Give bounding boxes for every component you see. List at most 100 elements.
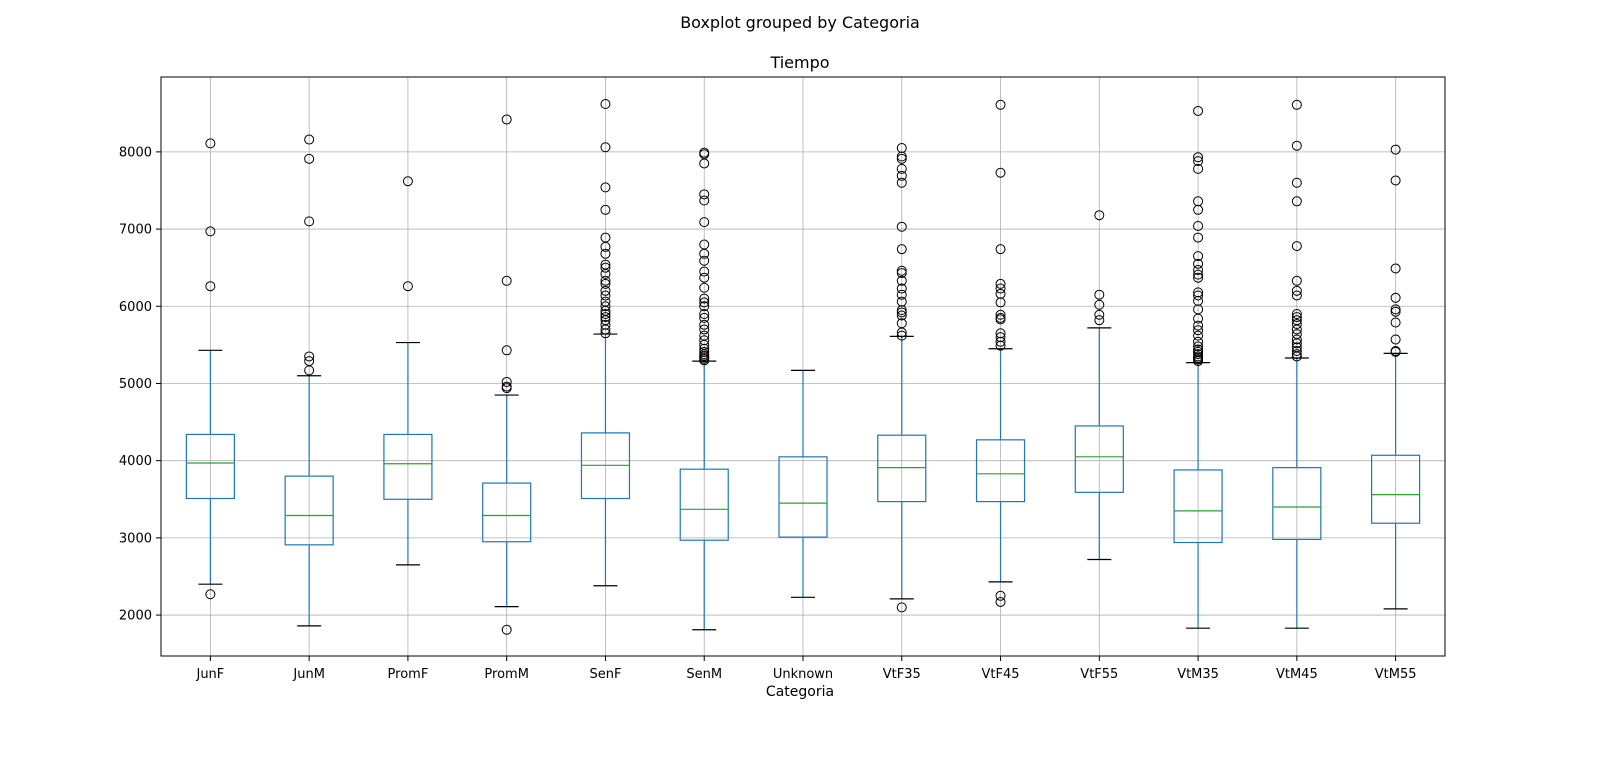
flier-point	[501, 376, 512, 387]
box-JunF	[185, 138, 235, 600]
flier-point	[995, 244, 1006, 255]
flier-point	[1291, 99, 1302, 110]
flier-point	[600, 285, 611, 296]
flier-point	[1193, 325, 1204, 336]
y-tick-label: 3000	[119, 531, 152, 546]
flier-point	[896, 265, 907, 276]
flier-point	[1390, 346, 1401, 357]
flier-point	[1291, 290, 1302, 301]
flier-point	[1193, 290, 1204, 301]
flier-point	[1193, 258, 1204, 269]
flier-point	[995, 312, 1006, 323]
flier-point	[699, 346, 710, 357]
box-VtF45	[975, 99, 1026, 607]
y-tick-label: 7000	[119, 223, 152, 238]
flier-point	[304, 351, 315, 362]
flier-point	[995, 340, 1006, 351]
flier-point	[896, 177, 907, 188]
flier-point	[1193, 341, 1204, 352]
flier-point	[995, 283, 1006, 294]
flier-point	[995, 288, 1006, 299]
flier-point	[699, 189, 710, 200]
flier-point	[1094, 289, 1105, 300]
flier-point	[600, 248, 611, 259]
box-VtM35	[1173, 105, 1223, 629]
flier-point	[1291, 140, 1302, 151]
flier-point	[600, 290, 611, 301]
flier-point	[699, 272, 710, 283]
flier-point	[304, 356, 315, 367]
flier-point	[1291, 275, 1302, 286]
flier-point	[205, 138, 216, 149]
box-SenM	[679, 147, 729, 631]
flier-point	[501, 114, 512, 125]
x-tick-label: VtF55	[1080, 667, 1118, 682]
box-PromF	[383, 176, 433, 566]
flier-point	[600, 232, 611, 243]
flier-point	[600, 312, 611, 323]
flier-point	[1390, 263, 1401, 274]
flier-point	[995, 278, 1006, 289]
x-tick-label: VtM55	[1375, 667, 1417, 682]
flier-point	[1094, 299, 1105, 310]
box-iqr	[778, 456, 828, 538]
flier-point	[304, 153, 315, 164]
box-iqr	[1272, 467, 1322, 541]
flier-point	[600, 328, 611, 339]
flier-point	[205, 226, 216, 237]
flier-point	[699, 293, 710, 304]
flier-point	[699, 324, 710, 335]
flier-point	[1291, 319, 1302, 330]
flier-point	[1193, 196, 1204, 207]
box-iqr	[975, 439, 1026, 503]
flier-point	[699, 330, 710, 341]
flier-point	[1193, 287, 1204, 298]
flier-point	[699, 195, 710, 206]
box-iqr	[1074, 425, 1124, 493]
flier-point	[1193, 295, 1204, 306]
flier-point	[1291, 329, 1302, 340]
flier-point	[896, 221, 907, 232]
x-tick-label: PromM	[484, 667, 529, 682]
box-iqr	[284, 475, 334, 546]
flier-point	[1193, 232, 1204, 243]
flier-point	[699, 217, 710, 228]
flier-point	[699, 297, 710, 308]
flier-point	[699, 343, 710, 354]
y-tick-label: 5000	[119, 377, 152, 392]
flier-point	[205, 281, 216, 292]
box-JunM	[284, 134, 334, 627]
flier-point	[600, 309, 611, 320]
flier-point	[995, 332, 1006, 343]
box-PromM	[482, 114, 532, 635]
flier-point	[501, 381, 512, 392]
flier-point	[896, 275, 907, 286]
flier-point	[699, 309, 710, 320]
flier-point	[699, 266, 710, 277]
flier-point	[304, 216, 315, 227]
flier-point	[501, 624, 512, 635]
flier-point	[1291, 196, 1302, 207]
box-VtF55	[1074, 210, 1124, 561]
x-tick-label: VtM35	[1177, 667, 1219, 682]
flier-point	[896, 153, 907, 164]
flier-point	[501, 275, 512, 286]
flier-point	[1193, 344, 1204, 355]
box-iqr	[383, 433, 433, 500]
box-iqr	[877, 434, 927, 503]
flier-point	[896, 330, 907, 341]
flier-point	[699, 319, 710, 330]
flier-point	[896, 310, 907, 321]
flier-point	[1291, 315, 1302, 326]
flier-point	[1193, 156, 1204, 167]
flier-point	[600, 278, 611, 289]
flier-point	[1390, 144, 1401, 155]
flier-point	[896, 602, 907, 613]
x-axis-label: Categoria	[766, 684, 834, 700]
flier-point	[1193, 351, 1204, 362]
flier-point	[1291, 309, 1302, 320]
flier-point	[699, 147, 710, 158]
flier-point	[600, 301, 611, 312]
flier-point	[1193, 272, 1204, 283]
flier-point	[699, 255, 710, 266]
